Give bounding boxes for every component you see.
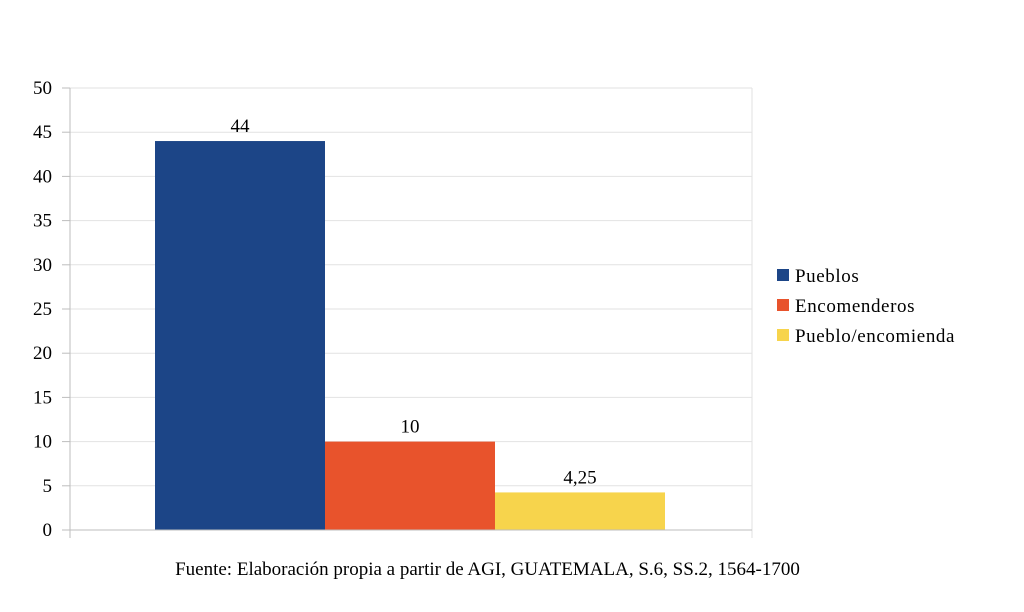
legend-swatch [777,299,789,311]
source-caption: Fuente: Elaboración propia a partir de A… [175,559,800,580]
legend-label: Pueblos [795,266,859,287]
y-tick-label: 20 [33,343,52,364]
y-tick-label: 35 [33,211,52,232]
y-tick-label: 5 [43,476,53,497]
y-tick-label: 45 [33,122,52,143]
y-tick-label: 15 [33,387,52,408]
axes [69,88,753,538]
y-tick-label: 25 [33,299,52,320]
data-label: 44 [231,116,251,137]
bars [155,141,665,531]
y-tick-label: 10 [33,432,52,453]
legend-label: Encomenderos [795,296,915,317]
y-tick-label: 40 [33,166,52,187]
data-label: 10 [401,417,420,438]
y-axis-tick-labels: 0 5 10 15 20 25 30 35 40 45 50 [33,78,52,541]
legend: Pueblos Encomenderos Pueblo/encomienda [777,266,955,347]
data-label: 4,25 [563,467,596,488]
bar-pueblo-encomienda [495,492,665,530]
bar-pueblos [155,141,325,531]
y-tick-label: 0 [43,520,53,541]
y-tick-label: 50 [33,78,52,99]
legend-swatch [777,269,789,281]
legend-label: Pueblo/encomienda [795,326,955,347]
data-labels: 44 10 4,25 [231,116,597,488]
legend-swatch [777,329,789,341]
y-tick-label: 30 [33,255,52,276]
bar-encomenderos [325,441,495,530]
